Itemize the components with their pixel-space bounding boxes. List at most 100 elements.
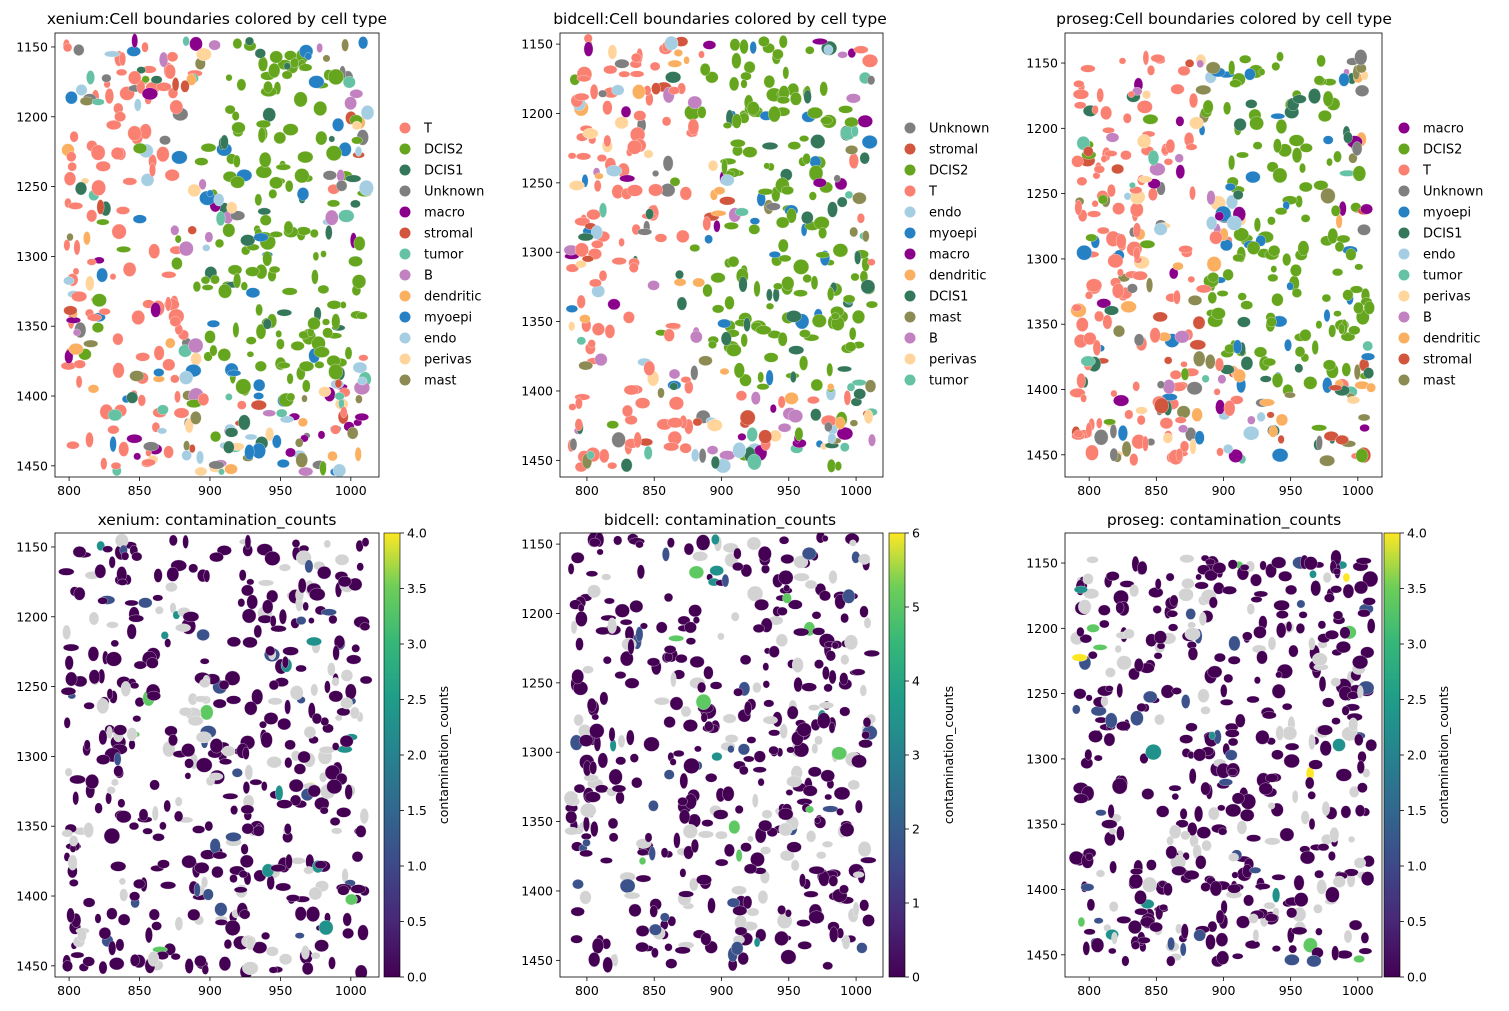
cell-polygon bbox=[1240, 356, 1254, 371]
cell-polygon bbox=[677, 797, 688, 806]
cell-polygon bbox=[1220, 900, 1228, 915]
cell-polygon bbox=[182, 611, 200, 623]
cell-polygon bbox=[576, 75, 591, 82]
cell-polygon bbox=[1114, 644, 1122, 654]
cell-polygon bbox=[153, 368, 165, 377]
cell-polygon bbox=[294, 906, 307, 921]
cell-polygon bbox=[1086, 623, 1100, 633]
cell-polygon bbox=[779, 536, 790, 545]
cell-polygon bbox=[1347, 691, 1359, 700]
cell-polygon bbox=[276, 799, 293, 809]
cell-polygon bbox=[644, 832, 653, 843]
cell-polygon bbox=[331, 827, 343, 835]
cell-polygon bbox=[1322, 377, 1333, 394]
cell-polygon bbox=[778, 254, 792, 263]
cell-polygon bbox=[342, 927, 354, 939]
cell-polygon bbox=[348, 255, 363, 267]
cell-polygon bbox=[293, 763, 306, 775]
cell-polygon bbox=[729, 38, 741, 52]
cell-polygon bbox=[778, 570, 794, 585]
cell-polygon bbox=[1164, 356, 1173, 365]
cell-polygon bbox=[676, 229, 690, 243]
cell-polygon bbox=[327, 68, 344, 85]
cell-polygon bbox=[1162, 379, 1176, 395]
cell-polygon bbox=[1139, 753, 1149, 764]
cell-polygon bbox=[669, 758, 677, 766]
cell-polygon bbox=[732, 562, 744, 572]
cell-polygon bbox=[345, 174, 362, 183]
cell-polygon bbox=[1189, 339, 1206, 350]
cell-polygon bbox=[610, 953, 618, 963]
cell-polygon bbox=[747, 585, 764, 602]
cell-polygon bbox=[1178, 245, 1193, 254]
cell-polygon bbox=[591, 713, 600, 721]
cell-polygon bbox=[1103, 732, 1116, 747]
cell-polygon bbox=[317, 566, 332, 580]
legend-label: DCIS2 bbox=[929, 164, 968, 179]
cell-polygon bbox=[128, 614, 144, 623]
cell-polygon bbox=[827, 458, 836, 473]
legend-marker bbox=[1398, 206, 1410, 218]
cell-polygon bbox=[867, 75, 876, 86]
cell-polygon bbox=[1175, 819, 1189, 828]
cell-polygon bbox=[1083, 928, 1096, 936]
legend-label: Unknown bbox=[1423, 185, 1483, 200]
cell-polygon bbox=[326, 779, 343, 795]
cell-polygon bbox=[747, 835, 754, 843]
y-tick-label: 1350 bbox=[521, 314, 553, 329]
cell-polygon bbox=[587, 339, 596, 349]
cell-polygon bbox=[1312, 652, 1328, 666]
cell-polygon bbox=[289, 685, 304, 701]
cell-polygon bbox=[296, 616, 307, 625]
cell-polygon bbox=[88, 611, 100, 626]
cell-polygon bbox=[224, 919, 241, 936]
cell-polygon bbox=[663, 645, 677, 654]
cell-polygon bbox=[1348, 152, 1358, 164]
legend-label: perivas bbox=[929, 353, 977, 368]
cell-polygon bbox=[107, 425, 120, 435]
cell-polygon bbox=[134, 98, 142, 112]
cell-polygon bbox=[241, 608, 257, 624]
cell-polygon bbox=[1192, 315, 1206, 330]
cell-polygon bbox=[1316, 54, 1326, 68]
cell-polygon bbox=[663, 769, 675, 780]
cell-polygon bbox=[851, 125, 859, 137]
cell-polygon bbox=[722, 713, 737, 724]
cell-polygon bbox=[1105, 667, 1116, 678]
legend-marker bbox=[904, 311, 916, 323]
cell-polygon bbox=[1148, 587, 1164, 598]
cell-polygon bbox=[318, 386, 332, 398]
cell-polygon bbox=[1288, 944, 1297, 954]
cell-polygon bbox=[777, 395, 786, 409]
cell-polygon bbox=[1308, 759, 1323, 770]
cell-polygon bbox=[262, 251, 273, 267]
cell-polygon bbox=[110, 462, 122, 470]
cell-polygon bbox=[779, 723, 788, 739]
cell-polygon bbox=[164, 169, 180, 182]
cell-polygon bbox=[153, 568, 163, 583]
cell-polygon bbox=[607, 44, 618, 60]
cell-polygon bbox=[775, 633, 788, 647]
cell-polygon bbox=[131, 551, 143, 562]
cell-polygon bbox=[1264, 913, 1278, 922]
cell-polygon bbox=[772, 48, 784, 60]
cell-polygon bbox=[1175, 116, 1185, 127]
cell-polygon bbox=[72, 546, 87, 558]
cell-polygon bbox=[744, 701, 752, 716]
cell-polygon bbox=[359, 808, 369, 825]
cell-polygon bbox=[1318, 110, 1332, 122]
cell-polygon bbox=[590, 821, 599, 837]
legend-label: tumor bbox=[1423, 269, 1463, 284]
cell-polygon bbox=[1090, 937, 1105, 953]
cell-polygon bbox=[168, 534, 178, 547]
cell-polygon bbox=[1136, 702, 1147, 712]
cell-polygon bbox=[354, 146, 363, 157]
cell-polygon bbox=[270, 864, 286, 872]
cell-polygon bbox=[269, 176, 283, 189]
cell-polygon bbox=[88, 669, 101, 685]
cell-polygon bbox=[209, 552, 224, 563]
cell-polygon bbox=[186, 73, 197, 86]
cell-polygon bbox=[814, 816, 821, 824]
cell-polygon bbox=[1321, 293, 1332, 303]
cell-polygon bbox=[730, 611, 740, 622]
